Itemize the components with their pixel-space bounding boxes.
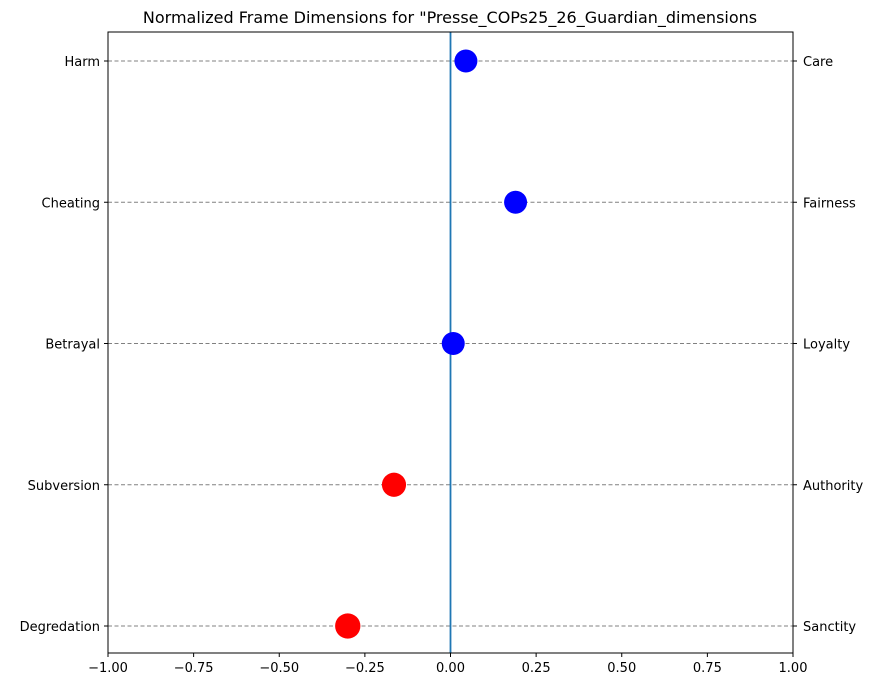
right-tick-label: Loyalty (803, 338, 850, 353)
right-tick-label: Care (803, 55, 833, 70)
left-tick-label: Degredation (20, 620, 100, 635)
x-tick-label: 0.50 (607, 661, 636, 676)
x-tick-label: 0.00 (436, 661, 465, 676)
data-point (441, 332, 465, 355)
x-tick-label: 1.00 (779, 661, 808, 676)
left-tick-label: Betrayal (45, 338, 100, 353)
grid-layer (108, 60, 793, 627)
data-point (454, 49, 478, 73)
data-point (381, 472, 407, 497)
right-axis: Care Fairness Loyalty Authority Sanctity (793, 55, 863, 635)
left-axis: Harm Cheating Betrayal Subversion Degredatio… (20, 55, 108, 635)
data-point (504, 190, 528, 214)
left-tick-label: Subversion (28, 479, 100, 494)
chart-title: Normalized Frame Dimensions for "Presse_… (143, 8, 757, 28)
points-layer (335, 49, 528, 639)
left-tick-label: Cheating (42, 196, 100, 211)
x-tick-label: 0.75 (693, 661, 722, 676)
x-tick-label: −0.50 (259, 661, 299, 676)
data-point (335, 613, 361, 639)
x-axis: −1.00 −0.75 −0.50 −0.25 0.00 0.25 0.50 0.75 1.00 (88, 653, 807, 676)
x-tick-label: −1.00 (88, 661, 128, 676)
x-tick-label: −0.75 (174, 661, 214, 676)
right-tick-label: Authority (803, 479, 863, 494)
x-tick-label: −0.25 (345, 661, 385, 676)
right-tick-label: Sanctity (803, 620, 856, 635)
left-tick-label: Harm (64, 55, 100, 70)
right-tick-label: Fairness (803, 196, 856, 211)
x-tick-label: 0.25 (522, 661, 551, 676)
